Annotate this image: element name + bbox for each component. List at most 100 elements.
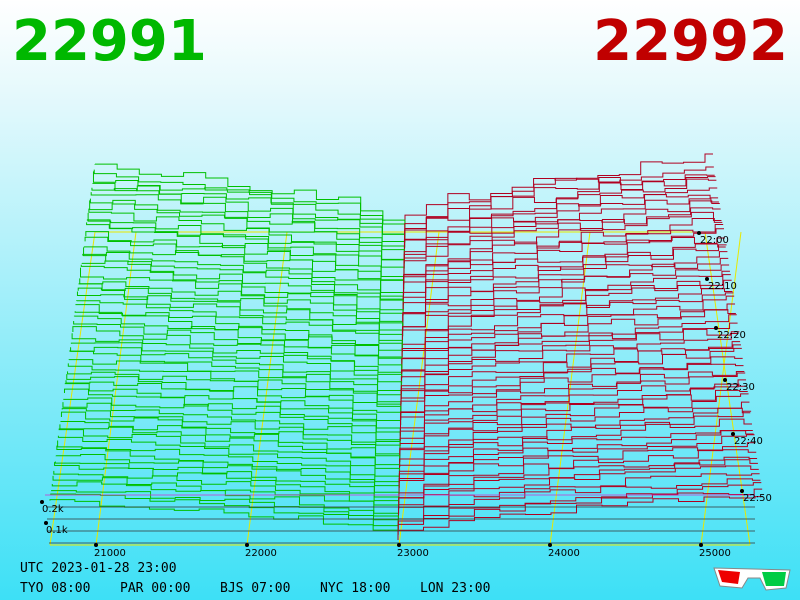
ask-depth-line xyxy=(402,274,731,342)
bid-depth-line xyxy=(57,440,400,488)
time-label: 22:00 xyxy=(700,235,729,246)
bid-depth-line xyxy=(49,499,399,540)
ask-depth-line xyxy=(403,207,721,279)
bid-depth-line xyxy=(88,208,405,274)
bid-depth-line xyxy=(66,374,402,426)
ask-depth-line xyxy=(400,356,743,415)
ask-depth-line xyxy=(402,251,728,321)
price-gridline xyxy=(95,231,137,546)
bid-depth-line xyxy=(78,283,404,342)
bid-depth-line xyxy=(92,171,406,243)
ask-depth-line xyxy=(399,401,750,457)
ask-depth-line xyxy=(401,303,736,368)
bid-depth-line xyxy=(68,359,402,410)
bid-depth-line xyxy=(71,333,402,389)
ask-depth-line xyxy=(404,178,717,253)
bid-depth-line xyxy=(70,342,402,394)
utc-time: UTC 2023-01-28 23:00 xyxy=(20,561,177,576)
time-label: 22:50 xyxy=(743,493,772,504)
bid-depth-line xyxy=(77,287,403,347)
bid-depth-line xyxy=(57,435,400,483)
bid-depth-line xyxy=(64,383,401,436)
ask-depth-line xyxy=(404,166,714,238)
bid-depth-line xyxy=(73,321,403,379)
frame xyxy=(49,231,751,546)
ask-depth-line xyxy=(402,244,727,316)
price-label: 22000 xyxy=(245,548,277,559)
ask-depth-line xyxy=(400,328,739,389)
ask-price: 22992 xyxy=(593,9,788,74)
tick-dot xyxy=(714,326,718,330)
bid-depth-line xyxy=(82,253,404,316)
bid-depth-line xyxy=(51,490,399,530)
bid-depth-line xyxy=(61,408,401,457)
time-label: 22:10 xyxy=(708,281,737,292)
ask-depth-line xyxy=(398,442,756,494)
bid-depth-line xyxy=(67,363,402,415)
tick-dot xyxy=(723,378,727,382)
ask-depth-line xyxy=(404,174,715,243)
ask-depth-line xyxy=(397,488,763,535)
ask-depth-line xyxy=(403,211,722,285)
tick-dot xyxy=(44,521,48,525)
bid-depth-line xyxy=(70,346,402,400)
ask-depth-line xyxy=(399,418,752,473)
ask-depth-line xyxy=(402,264,730,332)
price-label: 21000 xyxy=(94,548,126,559)
price-label: 23000 xyxy=(397,548,429,559)
bid-depth-line xyxy=(89,200,405,269)
bid-depth-line xyxy=(54,461,400,504)
bid-depth-line xyxy=(56,445,400,494)
ask-depth-line xyxy=(400,344,741,405)
bid-depth-line xyxy=(81,260,404,321)
bid-depth-line xyxy=(60,411,401,462)
ask-depth-line xyxy=(398,430,754,483)
ask-depth-line xyxy=(401,295,735,363)
ask-depth-line xyxy=(399,389,748,447)
bid-depth-line xyxy=(67,371,402,420)
bid-depth-line xyxy=(76,300,403,358)
ask-depth-line xyxy=(398,434,755,488)
ask-depth-line xyxy=(403,194,719,264)
bid-depth-line xyxy=(69,350,402,405)
bid-depth-line xyxy=(58,428,400,478)
bid-depth-line xyxy=(94,163,406,232)
bid-depth-line xyxy=(83,247,404,311)
ask-depth-line xyxy=(399,379,747,436)
tick-dot xyxy=(697,231,701,235)
ask-depth-line xyxy=(401,309,736,373)
bid-depth-line xyxy=(93,169,406,238)
depth-label: 0.1k xyxy=(46,525,68,536)
bid-depth-line xyxy=(76,291,403,353)
ask-depth-line xyxy=(401,314,737,379)
bid-depth-line xyxy=(54,462,400,509)
bid-depth-line xyxy=(91,187,406,253)
ask-depth-line xyxy=(400,331,740,394)
ask-depth-line xyxy=(401,288,733,353)
ask-depth-line xyxy=(402,228,725,300)
bid-depth-line xyxy=(55,454,400,499)
ask-depth-line xyxy=(398,449,757,499)
depth-label: 0.2k xyxy=(42,504,64,515)
time-label: 22:30 xyxy=(726,382,755,393)
tick-dot xyxy=(245,543,249,547)
tick-dot xyxy=(705,277,709,281)
tick-dot xyxy=(397,543,401,547)
price-label: 25000 xyxy=(699,548,731,559)
ask-depth-line xyxy=(402,270,730,337)
price-gridline xyxy=(549,231,591,546)
tick-dot xyxy=(548,543,552,547)
ask-depth-line xyxy=(397,496,763,540)
bid-depth-line xyxy=(51,481,399,525)
zone-time: LON 23:00 xyxy=(420,581,490,596)
ask-depth-line xyxy=(397,482,762,530)
tick-dot xyxy=(740,489,744,493)
ask-depth-line xyxy=(402,237,725,306)
zone-time: BJS 07:00 xyxy=(220,581,290,596)
time-label: 22:20 xyxy=(717,330,746,341)
bid-depth-line xyxy=(80,267,404,332)
ask-depth-line xyxy=(398,465,759,514)
ask-depth-line xyxy=(399,393,749,452)
bid-depth-line xyxy=(86,219,405,285)
